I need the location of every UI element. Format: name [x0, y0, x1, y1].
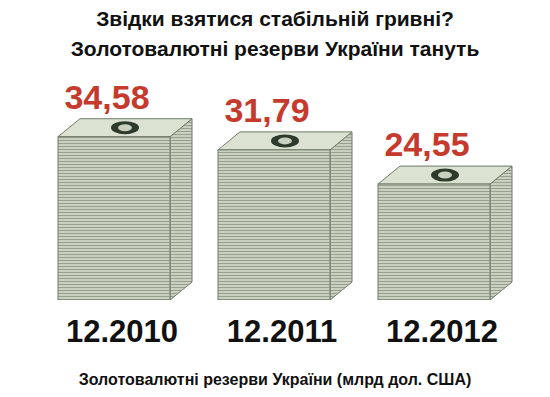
bill-portrait [271, 134, 299, 147]
bar-side [490, 166, 512, 300]
x-tick-label: 12.2011 [227, 314, 337, 349]
bill-tops [58, 119, 512, 300]
chart-svg: Звідки взятися стабільній гривні? Золотов… [0, 0, 550, 397]
bar-side [330, 132, 352, 300]
bill-portrait [278, 137, 292, 144]
x-axis-label: Золотовалютні резерви України (млрд дол.… [79, 371, 472, 388]
bill-portrait [431, 169, 459, 182]
x-tick-label: 12.2012 [386, 314, 498, 349]
x-tick-label: 12.2010 [66, 314, 178, 349]
data-label: 31,79 [224, 91, 309, 129]
bill-portrait [118, 124, 132, 131]
data-label: 24,55 [384, 125, 469, 163]
bill-portrait [438, 172, 452, 179]
bar [378, 184, 490, 300]
bar [58, 137, 170, 300]
subtitle: Золотовалютні резерви України тануть [71, 37, 480, 60]
data-label: 34,58 [64, 78, 149, 116]
title: Звідки взятися стабільній гривні? [96, 7, 454, 30]
bar [218, 150, 330, 300]
bill-top [218, 132, 352, 150]
bill-portrait [111, 121, 139, 134]
chart-container: Звідки взятися стабільній гривні? Золотов… [0, 0, 550, 397]
bill-top [378, 166, 512, 184]
bar-side [170, 119, 192, 300]
bill-top [58, 119, 192, 137]
